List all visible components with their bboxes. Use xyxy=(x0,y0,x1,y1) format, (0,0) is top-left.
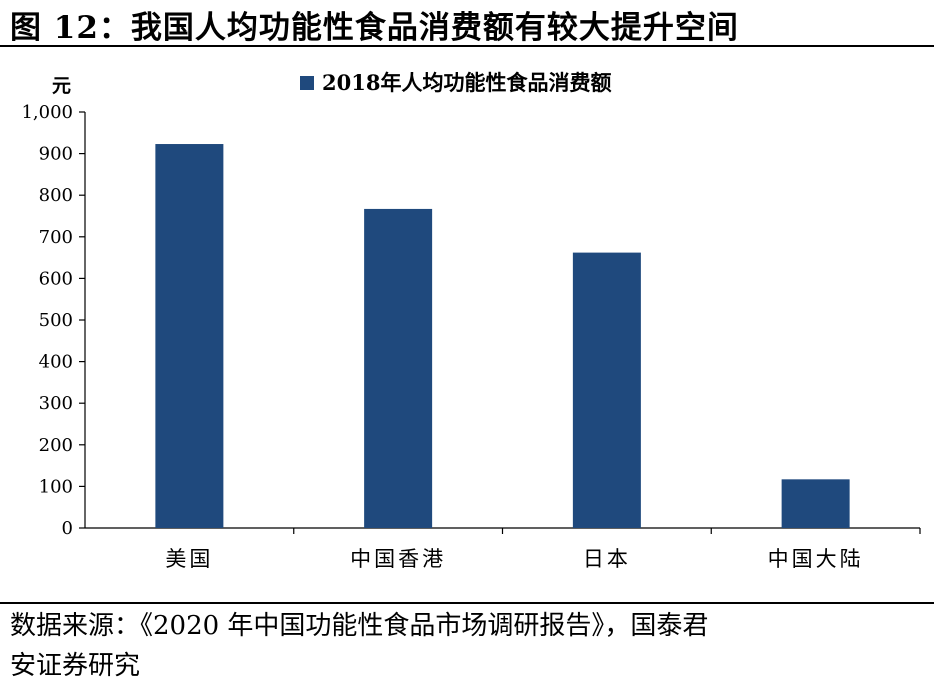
source-divider xyxy=(0,602,934,604)
x-tick-label: 美国 xyxy=(165,547,213,571)
source-note: 数据来源：《2020 年中国功能性食品市场调研报告》，国泰君 安证券研究 xyxy=(10,606,708,686)
y-tick-label: 500 xyxy=(39,310,73,331)
y-tick-label: 0 xyxy=(62,518,73,539)
y-tick-label: 400 xyxy=(39,352,73,373)
y-tick-label: 700 xyxy=(39,227,73,248)
source-line-1: 数据来源：《2020 年中国功能性食品市场调研报告》，国泰君 xyxy=(10,611,709,641)
bar xyxy=(155,144,224,529)
y-tick-label: 1,000 xyxy=(21,102,73,123)
legend-swatch xyxy=(300,76,314,90)
bar-chart: 2018年人均功能性食品消费额 元 0 100 200 300 400 500 600 700… xyxy=(21,70,921,571)
bars xyxy=(155,144,850,529)
y-tick-label: 600 xyxy=(39,268,73,289)
x-tick-label: 中国大陆 xyxy=(768,547,864,571)
y-axis-unit-label: 元 xyxy=(52,75,71,97)
legend-label: 2018年人均功能性食品消费额 xyxy=(322,70,611,95)
x-tick-label: 中国香港 xyxy=(350,547,446,571)
y-tick-label: 800 xyxy=(39,185,73,206)
figure-title: 图 12：我国人均功能性食品消费额有较大提升空间 xyxy=(10,10,739,46)
y-tick-label: 100 xyxy=(39,476,73,497)
title-divider xyxy=(0,45,934,47)
y-axis-ticks: 0 100 200 300 400 500 600 700 800 900 1,000 xyxy=(21,102,85,539)
bar xyxy=(572,252,641,528)
bar xyxy=(781,479,850,528)
source-line-2: 安证券研究 xyxy=(10,651,141,681)
y-tick-label: 200 xyxy=(39,435,73,456)
x-axis-labels: 美国 中国香港 日本 中国大陆 xyxy=(165,528,921,571)
y-tick-label: 900 xyxy=(39,144,73,165)
y-tick-label: 300 xyxy=(39,393,73,414)
x-tick-label: 日本 xyxy=(583,547,631,571)
chart-legend: 2018年人均功能性食品消费额 xyxy=(300,70,611,95)
bar xyxy=(364,208,433,529)
